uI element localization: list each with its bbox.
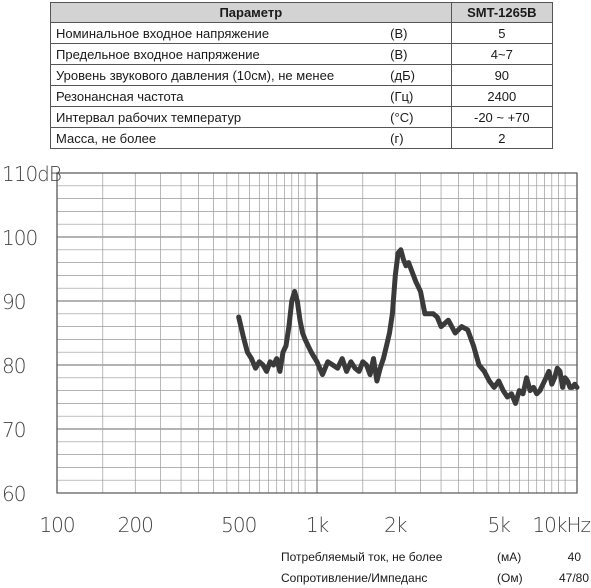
x-tick-label: 2k bbox=[384, 513, 407, 537]
footer-unit: (мА) bbox=[497, 550, 522, 564]
x-tick-label: 200 bbox=[118, 513, 153, 537]
plot-frame bbox=[56, 172, 578, 494]
table-row: Уровень звукового давления (10см), не ме… bbox=[50, 64, 554, 86]
param-value: 4~7 bbox=[450, 43, 554, 65]
table-row: Интервал рабочих температур (°С) -20 ~ +… bbox=[50, 106, 554, 128]
x-tick-label: 10kHz bbox=[532, 513, 590, 537]
param-value: -20 ~ +70 bbox=[450, 106, 554, 128]
y-tick-label: 60 bbox=[2, 482, 25, 506]
param-value: 2400 bbox=[450, 85, 554, 107]
footer-spec-current: Потребляемый ток, не более (мА) 40 bbox=[281, 550, 581, 566]
footer-param: Потребляемый ток, не более bbox=[281, 550, 443, 564]
param-name: Уровень звукового давления (10см), не ме… bbox=[50, 64, 387, 86]
footer-unit: (Ом) bbox=[497, 571, 523, 585]
footer-spec-impedance: Сопротивление/Импеданс (Ом) 47/80 bbox=[281, 571, 589, 587]
table-row: Масса, не более (г) 2 bbox=[50, 127, 554, 149]
param-unit: (°С) bbox=[386, 106, 452, 128]
frequency-response-chart: 110dB 100 90 80 70 60 100 200 500 1k 2k 5k 10kHz bbox=[2, 162, 591, 537]
model-column-header: SMT-1265B bbox=[450, 2, 554, 23]
y-tick-label: 70 bbox=[2, 418, 25, 442]
x-tick-label: 5k bbox=[488, 513, 511, 537]
y-tick-label: 100 bbox=[2, 226, 37, 250]
x-tick-label: 1k bbox=[306, 513, 329, 537]
param-name: Предельное входное напряжение bbox=[50, 43, 387, 65]
spec-table-header: Параметр SMT-1265B bbox=[50, 2, 554, 23]
series-line bbox=[236, 247, 580, 406]
chart-grid bbox=[56, 172, 578, 494]
x-tick-label: 100 bbox=[39, 513, 74, 537]
y-tick-label: 80 bbox=[2, 354, 25, 378]
y-axis-labels: 110dB 100 90 80 70 60 bbox=[2, 162, 62, 506]
param-name: Интервал рабочих температур bbox=[50, 106, 387, 128]
x-tick-label: 500 bbox=[221, 513, 256, 537]
param-column-header: Параметр bbox=[50, 2, 452, 23]
param-name: Масса, не более bbox=[50, 127, 387, 149]
y-tick-label: 110dB bbox=[2, 162, 61, 186]
x-axis-labels: 100 200 500 1k 2k 5k 10kHz bbox=[39, 513, 591, 537]
footer-value: 47/80 bbox=[558, 571, 589, 585]
response-curve bbox=[236, 247, 580, 406]
param-value: 2 bbox=[450, 127, 554, 149]
footer-param: Сопротивление/Импеданс bbox=[281, 571, 428, 585]
footer-value: 40 bbox=[567, 550, 581, 564]
table-row: Номинальное входное напряжение (В) 5 bbox=[50, 22, 554, 44]
y-tick-label: 90 bbox=[2, 290, 25, 314]
table-row: Резонансная частота (Гц) 2400 bbox=[50, 85, 554, 107]
spec-table: Параметр SMT-1265B Номинальное входное н… bbox=[50, 2, 554, 149]
table-row: Предельное входное напряжение (В) 4~7 bbox=[50, 43, 554, 65]
